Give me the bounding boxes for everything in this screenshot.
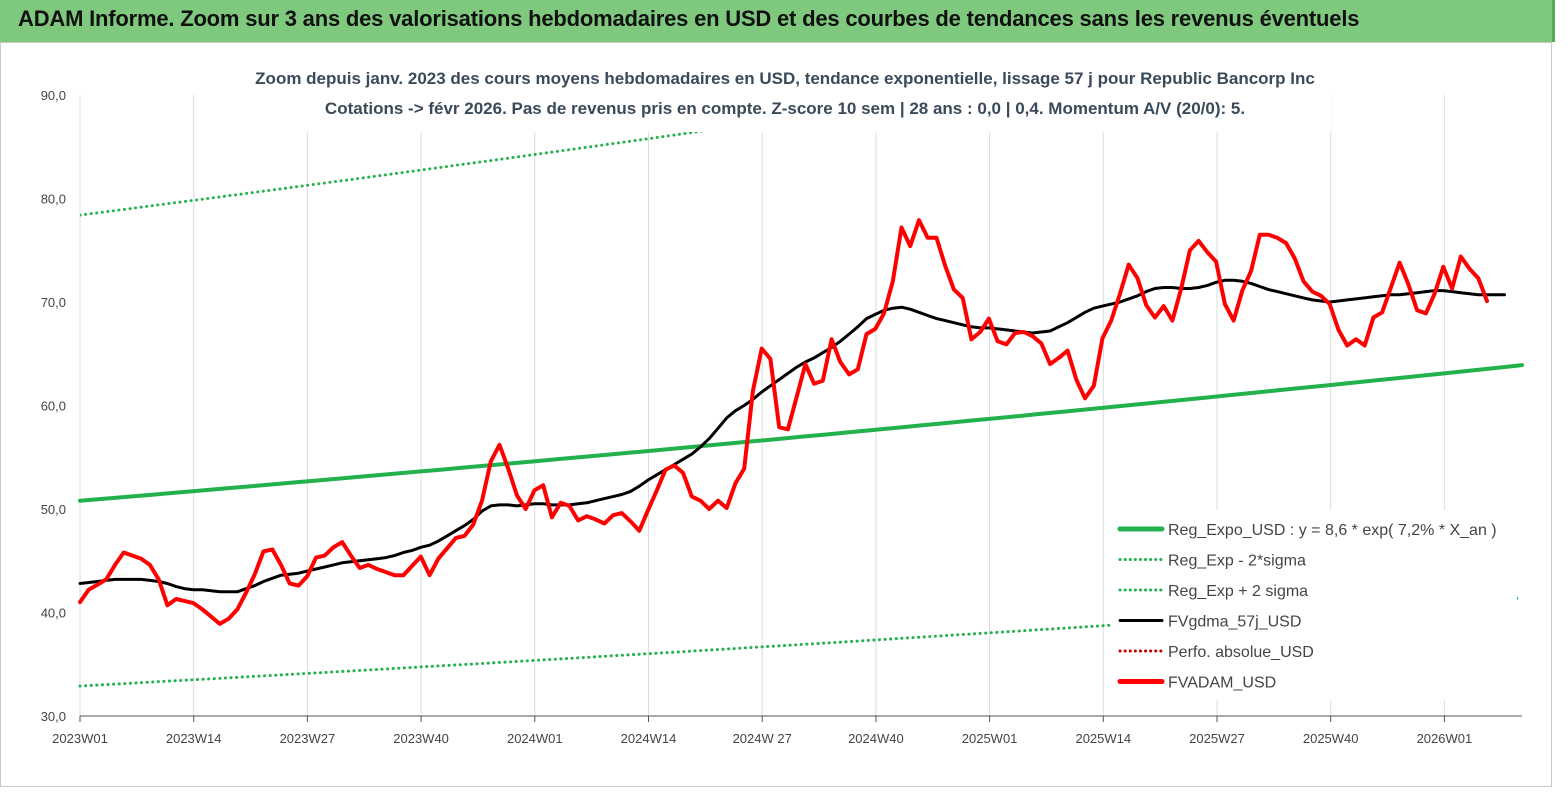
legend-entry-label: FVADAM_USD [1168,675,1276,692]
title-banner: ADAM Informe. Zoom sur 3 ans des valoris… [0,0,1555,42]
legend-entry-label: Reg_Expo_USD : y = 8,6 * exp( 7,2% * X_a… [1168,522,1497,539]
y-axis: 30,0 40,0 50,0 60,0 70,0 80,0 90,0 [41,88,66,724]
x-tick-label: 2025W01 [962,731,1018,746]
x-tick-label: 2025W40 [1303,731,1359,746]
chart-subtitle-line: Cotations -> févr 2026. Pas de revenus p… [325,99,1245,118]
y-tick-label: 40,0 [41,606,66,621]
y-tick-label: 90,0 [41,88,66,103]
x-tick-label: 2025W27 [1189,731,1245,746]
x-tick-label: 2023W01 [52,731,108,746]
x-tick-label: 2025W14 [1075,731,1131,746]
legend-entry-label: Reg_Exp - 2*sigma [1168,553,1306,570]
x-tick-label: 2023W14 [166,731,222,746]
series-line-0 [78,363,1524,503]
x-tick-label: 2024W 27 [733,731,792,746]
y-tick-label: 80,0 [41,192,66,207]
series-line-3 [78,278,1506,594]
chart-title-background [236,62,1331,132]
chart-subtitle-line: Zoom depuis janv. 2023 des cours moyens … [255,69,1315,88]
x-tick-label: 2023W27 [280,731,336,746]
chart-legend: Reg_Expo_USD : y = 8,6 * exp( 7,2% * X_a… [1112,510,1517,700]
y-tick-label: 70,0 [41,295,66,310]
page-title: ADAM Informe. Zoom sur 3 ans des valoris… [18,6,1360,31]
y-tick-label: 50,0 [41,502,66,517]
y-tick-label: 30,0 [41,709,66,724]
x-tick-label: 2023W40 [393,731,449,746]
x-tick-label: 2024W40 [848,731,904,746]
legend-background [1112,510,1517,700]
x-tick-label: 2024W01 [507,731,563,746]
y-tick-label: 60,0 [41,399,66,414]
chart-grid [79,95,1445,716]
x-tick-label: 2024W14 [621,731,677,746]
series-line-5 [78,218,1489,626]
legend-entry-label: Reg_Exp + 2 sigma [1168,583,1308,600]
legend-entry-label: FVgdma_57j_USD [1168,614,1301,631]
x-tick-label: 2026W01 [1417,731,1473,746]
x-axis: 2023W01 2023W14 2023W27 2023W40 2024W01 2024W… [52,715,1522,746]
legend-entry-label: Perfo. absolue_USD [1168,644,1314,661]
chart-title-block: Zoom depuis janv. 2023 des cours moyens … [236,62,1331,132]
